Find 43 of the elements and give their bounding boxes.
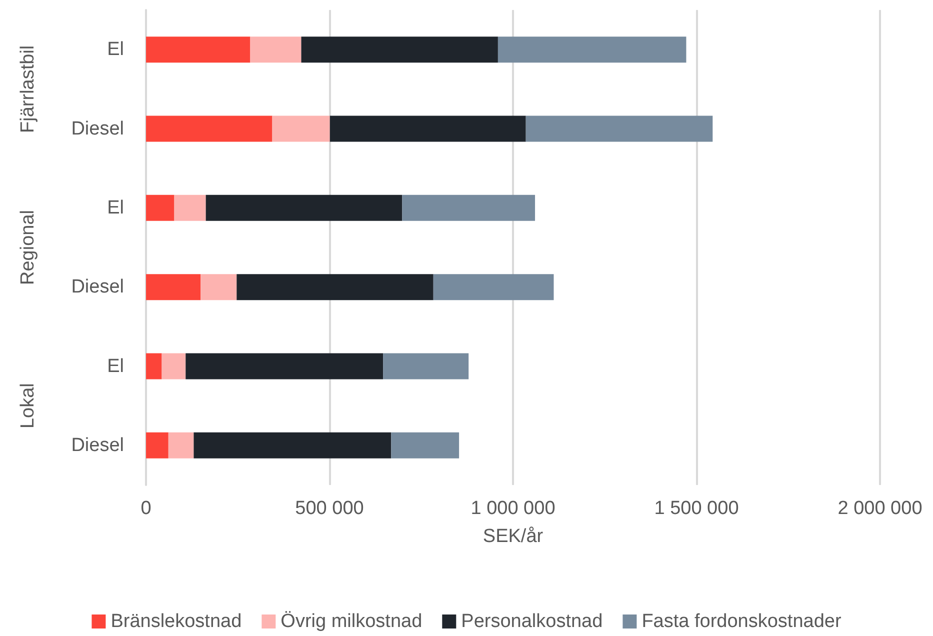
- bar: [146, 353, 162, 380]
- legend-label: Personalkostnad: [461, 611, 603, 632]
- bar: [526, 116, 713, 142]
- bar: [162, 353, 186, 380]
- bar: [146, 36, 250, 63]
- legend-label: Övrig milkostnad: [280, 611, 422, 632]
- text: Fjärrlastbil: [18, 45, 38, 133]
- legend-label: Fasta fordonskostnader: [642, 611, 842, 632]
- x-tick-label: 2 000 000: [838, 498, 922, 519]
- x-axis-title: SEK/år: [482, 526, 544, 547]
- text: Regional: [18, 210, 38, 285]
- x-tick-label: 500 000: [295, 498, 364, 519]
- bar: [498, 36, 686, 63]
- bar: [174, 194, 206, 221]
- y-tick-label: Diesel: [71, 276, 124, 298]
- bar: [383, 353, 469, 380]
- x-tick-label: 0: [140, 498, 152, 519]
- bar: [272, 116, 330, 142]
- bar: [168, 432, 194, 458]
- x-tick-label: 1 000 000: [470, 498, 556, 519]
- bar: [146, 274, 201, 300]
- bar: [250, 36, 302, 63]
- y-tick-label: El: [107, 356, 124, 377]
- bar: [402, 194, 536, 221]
- bar: [200, 274, 237, 300]
- bar: [146, 194, 174, 221]
- bar: [391, 432, 460, 458]
- bar: [186, 353, 384, 380]
- bar: [433, 274, 554, 300]
- text: Lokal: [18, 383, 38, 429]
- bar: [301, 36, 498, 63]
- legend-label: Bränslekostnad: [110, 611, 242, 632]
- y-tick-label: Diesel: [71, 118, 124, 140]
- y-tick-label: El: [107, 197, 124, 218]
- y-tick-label: El: [107, 39, 124, 60]
- bar: [206, 194, 402, 221]
- bar: [146, 116, 272, 142]
- bar: [236, 274, 434, 300]
- bar: [146, 432, 168, 458]
- bar: [194, 432, 392, 458]
- bar: [330, 116, 526, 142]
- x-tick-label: 1 500 000: [654, 498, 739, 519]
- y-tick-label: Diesel: [71, 434, 124, 456]
